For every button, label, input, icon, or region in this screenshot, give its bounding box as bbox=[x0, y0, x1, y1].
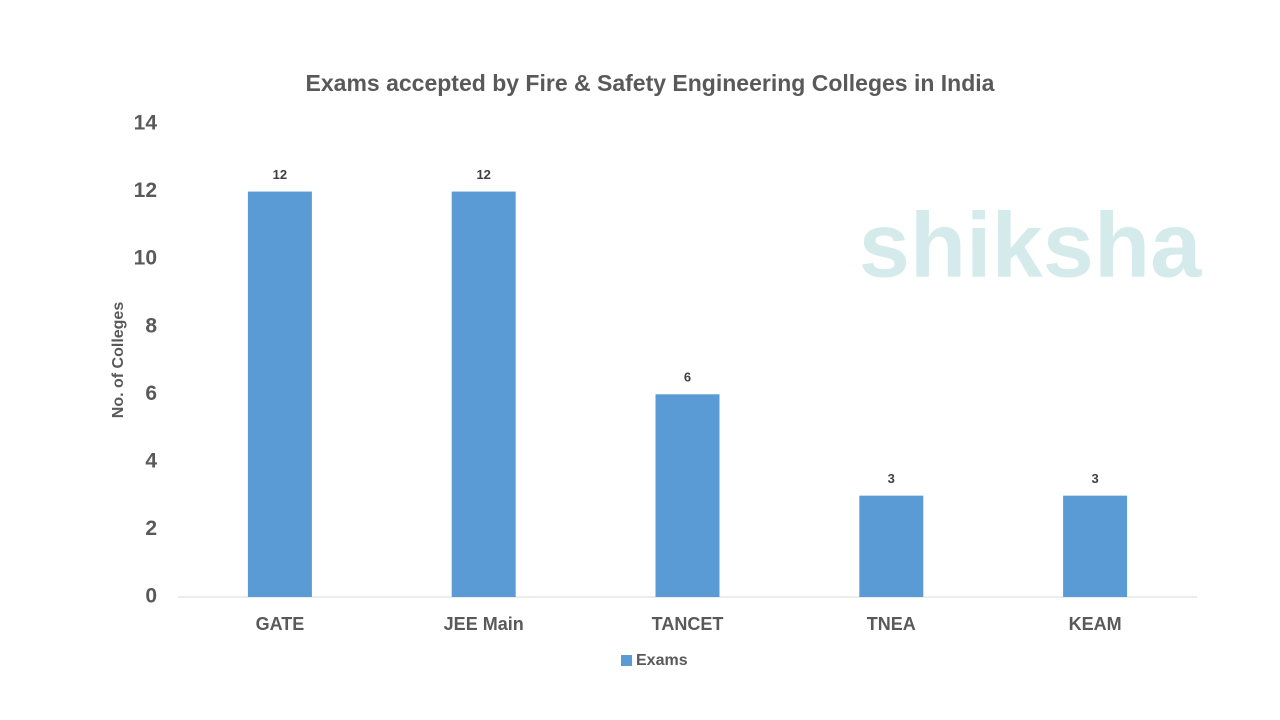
chart-title: Exams accepted by Fire & Safety Engineer… bbox=[306, 70, 995, 96]
y-axis-label: No. of Colleges bbox=[110, 302, 127, 419]
data-label: 6 bbox=[684, 370, 691, 385]
y-tick-label: 8 bbox=[145, 314, 157, 337]
x-tick-label: JEE Main bbox=[444, 614, 524, 634]
x-tick-label: TNEA bbox=[867, 614, 916, 634]
data-label: 3 bbox=[1091, 471, 1098, 486]
data-label: 12 bbox=[273, 167, 287, 182]
y-tick-label: 12 bbox=[134, 179, 157, 202]
y-tick-label: 2 bbox=[145, 517, 157, 540]
legend-swatch bbox=[621, 655, 632, 666]
y-tick-label: 14 bbox=[134, 112, 158, 135]
y-tick-label: 6 bbox=[145, 382, 157, 405]
data-label: 3 bbox=[888, 471, 895, 486]
y-tick-label: 4 bbox=[145, 449, 157, 472]
legend-label: Exams bbox=[636, 652, 688, 669]
bar bbox=[859, 495, 924, 597]
x-tick-label: GATE bbox=[256, 614, 305, 634]
bar bbox=[247, 191, 312, 598]
y-tick-label: 10 bbox=[134, 247, 157, 270]
x-tick-label: KEAM bbox=[1069, 614, 1122, 634]
bar bbox=[1063, 495, 1128, 597]
x-tick-label: TANCET bbox=[652, 614, 724, 634]
watermark: shiksha bbox=[859, 194, 1202, 296]
bar bbox=[451, 191, 516, 598]
bar bbox=[655, 394, 720, 597]
data-label: 12 bbox=[476, 167, 490, 182]
y-tick-label: 0 bbox=[145, 585, 157, 608]
